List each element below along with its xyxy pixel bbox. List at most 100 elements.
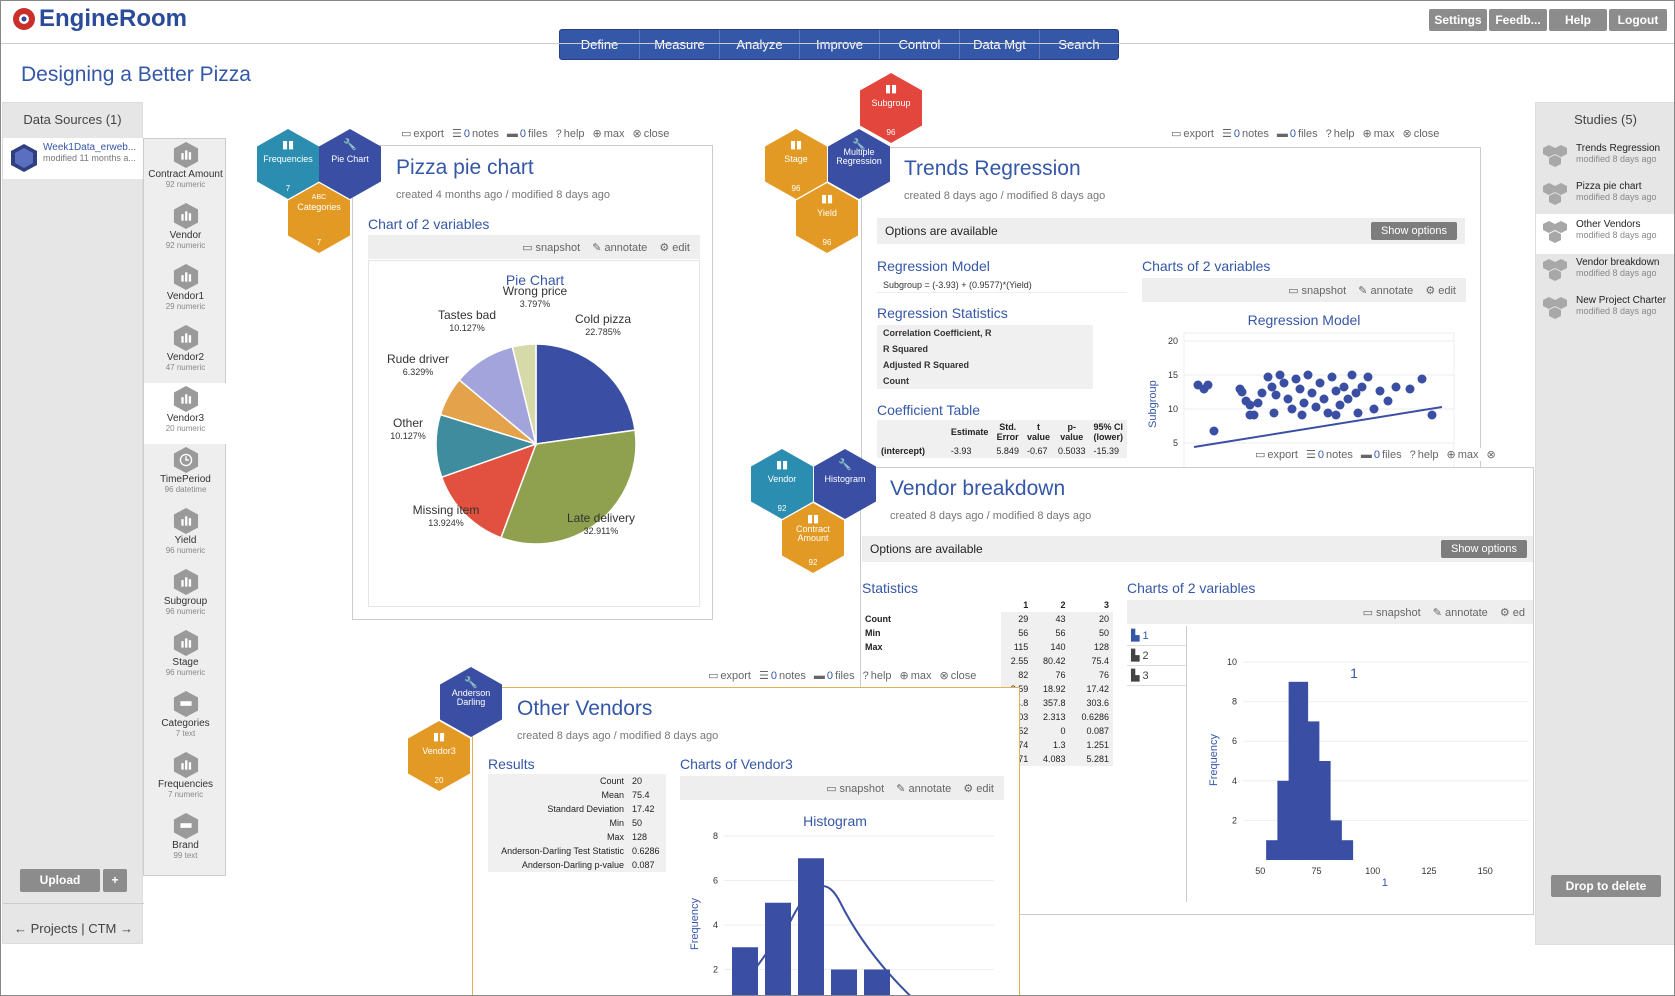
nav-search[interactable]: Search — [1058, 37, 1100, 52]
hex-frequencies[interactable]: ▮▮ Frequencies 7 — [257, 129, 319, 199]
pie-slice[interactable] — [500, 429, 637, 545]
hex-categories[interactable]: ABC Categories 7 — [288, 183, 350, 253]
export-button[interactable]: ▭ export — [1171, 127, 1214, 141]
nav-analyze[interactable]: Analyze — [720, 30, 800, 59]
vendor3-edit-button[interactable]: ⚙ edit — [963, 782, 994, 795]
scatter-point[interactable] — [1295, 384, 1305, 394]
export-button[interactable]: ▭ export — [1255, 448, 1298, 462]
export-button[interactable]: ▭ export — [401, 127, 444, 141]
help-button[interactable]: Help — [1549, 9, 1607, 31]
scatter-point[interactable] — [1383, 396, 1393, 406]
scatter-point[interactable] — [1363, 372, 1373, 382]
vendor-snapshot-button[interactable]: ▭ snapshot — [1362, 606, 1421, 619]
scatter-point[interactable] — [1375, 386, 1385, 396]
vendor-show-options-button[interactable]: Show options — [1440, 540, 1527, 558]
pie-slice[interactable] — [440, 442, 538, 539]
scatter-point[interactable] — [1291, 374, 1301, 384]
scatter-point[interactable] — [1417, 374, 1427, 384]
variable-item[interactable]: Categories 7 text — [144, 688, 227, 749]
vendor-chart-list-item[interactable]: ▙ 3 — [1127, 666, 1186, 686]
notes-button[interactable]: ☰ 0 notes — [452, 127, 499, 141]
pie-slice[interactable] — [535, 343, 636, 445]
scatter-point[interactable] — [1351, 388, 1361, 398]
close-button[interactable]: ⊗ — [1487, 448, 1496, 461]
scatter-point[interactable] — [1331, 386, 1341, 396]
scatter-point[interactable] — [1279, 378, 1289, 388]
feedback-button[interactable]: Feedb... — [1489, 9, 1547, 31]
other-vendors-card[interactable]: Results Count 20 Mean 75.4 Standard Deviatio… — [472, 687, 1020, 996]
vendor3-annotate-button[interactable]: ✎ annotate — [896, 782, 952, 795]
study-item[interactable]: Pizza pie chart modified 8 days ago — [1536, 176, 1674, 216]
scatter-point[interactable] — [1237, 387, 1247, 397]
app-logo[interactable]: EngineRoom — [11, 5, 187, 33]
scatter-point[interactable] — [1263, 372, 1273, 382]
scatter-point[interactable] — [1245, 400, 1255, 410]
settings-button[interactable]: Settings — [1429, 9, 1487, 31]
scatter-point[interactable] — [1331, 410, 1341, 420]
hex-vendor3[interactable]: ▮▮ Vendor3 20 — [408, 721, 470, 791]
trends-show-options-button[interactable]: Show options — [1370, 222, 1457, 240]
vendor3-snapshot-button[interactable]: ▭ snapshot — [826, 782, 885, 795]
variable-item[interactable]: Frequencies 7 numeric — [144, 749, 227, 810]
histogram-bar[interactable] — [1333, 840, 1354, 860]
scatter-point[interactable] — [1267, 382, 1277, 392]
scatter-point[interactable] — [1253, 398, 1263, 408]
maximize-button[interactable]: ⊕ max — [1447, 448, 1479, 462]
notes-button[interactable]: ☰ 0 notes — [1222, 127, 1269, 141]
pie-edit-button[interactable]: ⚙ edit — [659, 241, 690, 254]
vendor-chart-list-item[interactable]: ▙ 1 — [1127, 626, 1186, 646]
variable-item[interactable]: Brand 99 text — [144, 810, 227, 871]
logout-button[interactable]: Logout — [1609, 9, 1667, 31]
scatter-point[interactable] — [1427, 410, 1437, 420]
close-button[interactable]: ⊗ close — [633, 127, 670, 141]
variable-item[interactable]: Vendor1 29 numeric — [144, 261, 227, 322]
vendor-edit-button[interactable]: ⚙ ed — [1499, 606, 1525, 619]
drop-to-delete-zone[interactable]: Drop to delete — [1551, 875, 1661, 897]
scatter-point[interactable] — [1307, 388, 1317, 398]
variable-item[interactable]: Vendor3 20 numeric — [144, 383, 227, 444]
help-button[interactable]: ? help — [1410, 448, 1439, 461]
scatter-point[interactable] — [1269, 408, 1279, 418]
maximize-button[interactable]: ⊕ max — [900, 669, 932, 683]
hex-contract-amount[interactable]: ▮▮ Contract Amount 92 — [782, 503, 844, 573]
study-item[interactable]: Trends Regression modified 8 days ago — [1536, 138, 1674, 178]
scatter-point[interactable] — [1353, 408, 1363, 418]
nav-control[interactable]: Control — [880, 30, 960, 59]
files-button[interactable]: ▬ 0 files — [1277, 127, 1318, 140]
scatter-point[interactable] — [1283, 394, 1293, 404]
scatter-point[interactable] — [1323, 408, 1333, 418]
histogram-bar[interactable] — [831, 969, 857, 996]
variable-item[interactable]: Vendor 92 numeric — [144, 200, 227, 261]
pie-slice[interactable] — [511, 343, 537, 445]
scatter-point[interactable] — [1315, 378, 1325, 388]
scatter-point[interactable] — [1287, 404, 1297, 414]
histogram-bar[interactable] — [798, 858, 824, 996]
scatter-point[interactable] — [1335, 400, 1345, 410]
scatter-point[interactable] — [1303, 370, 1313, 380]
scatter-point[interactable] — [1311, 402, 1321, 412]
pie-snapshot-button[interactable]: ▭ snapshot — [522, 241, 581, 254]
scatter-point[interactable] — [1405, 384, 1415, 394]
variable-item[interactable]: Stage 96 numeric — [144, 627, 227, 688]
help-button[interactable]: ? help — [863, 669, 892, 682]
notes-button[interactable]: ☰ 0 notes — [1306, 448, 1353, 462]
files-button[interactable]: ▬ 0 files — [814, 669, 855, 682]
scatter-point[interactable] — [1271, 390, 1281, 400]
variable-item[interactable]: Contract Amount 92 numeric — [144, 139, 227, 200]
hex-pie-chart[interactable]: 🔧 Pie Chart — [319, 129, 381, 199]
nav-improve[interactable]: Improve — [800, 30, 880, 59]
trends-regression-card[interactable]: Options are available Show options Regre… — [861, 147, 1481, 467]
scatter-point[interactable] — [1357, 382, 1367, 392]
study-item[interactable]: Other Vendors modified 8 days ago — [1536, 214, 1674, 254]
pie-annotate-button[interactable]: ✎ annotate — [592, 241, 648, 254]
scatter-point[interactable] — [1327, 372, 1337, 382]
scatter-point[interactable] — [1339, 382, 1349, 392]
files-button[interactable]: ▬ 0 files — [507, 127, 548, 140]
scatter-point[interactable] — [1299, 398, 1309, 408]
files-button[interactable]: ▬ 0 files — [1361, 448, 1402, 461]
export-button[interactable]: ▭ export — [708, 669, 751, 683]
maximize-button[interactable]: ⊕ max — [593, 127, 625, 141]
close-button[interactable]: ⊗ close — [940, 669, 977, 683]
hex-subgroup[interactable]: ▮▮ Subgroup 96 — [860, 73, 922, 143]
vendor-annotate-button[interactable]: ✎ annotate — [1432, 606, 1488, 619]
